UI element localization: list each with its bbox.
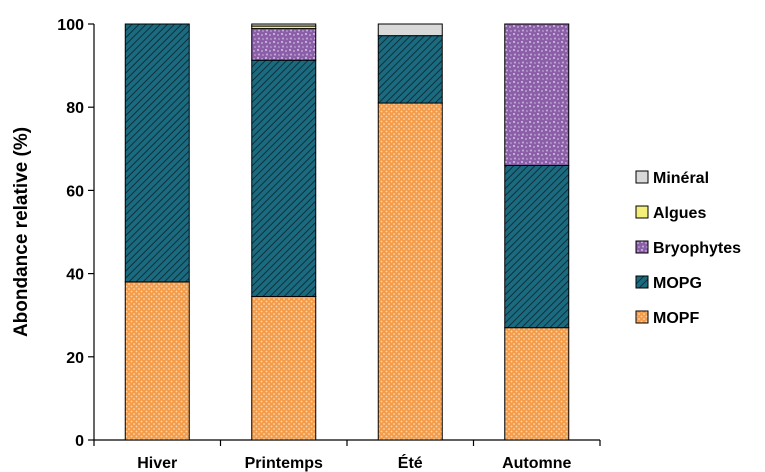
x-tick-label-automne: Automne <box>502 455 571 472</box>
y-tick-label: 20 <box>66 350 84 367</box>
bars <box>124 23 570 441</box>
legend-swatch-mopg <box>635 275 649 289</box>
y-tick-label: 60 <box>66 183 84 200</box>
bar-printemps-mopf <box>251 295 317 441</box>
legend-label-mopg: MOPG <box>653 275 702 292</box>
legend-swatch-mineral <box>635 170 649 184</box>
legend-label-bryophytes: Bryophytes <box>653 240 741 257</box>
axes: 0 20 40 60 80 100 Hiver Printemps Été Automne <box>57 17 601 472</box>
bar-automne-bryophytes <box>504 23 570 166</box>
bar-automne-mopf <box>504 327 570 441</box>
x-ticks: Hiver Printemps Été Automne <box>93 440 601 472</box>
bar-ete-mineral <box>377 23 443 37</box>
bar-printemps-mineral <box>251 23 317 27</box>
x-tick-label-hiver: Hiver <box>137 455 177 472</box>
y-tick-label: 80 <box>66 100 84 117</box>
legend-swatch-mopf <box>635 310 649 324</box>
legend-label-mopf: MOPF <box>653 310 699 327</box>
bar-hiver-mopg <box>124 23 190 283</box>
bar-ete-mopg <box>377 35 443 104</box>
x-tick-label-ete: Été <box>398 453 423 472</box>
y-ticks: 0 20 40 60 80 100 <box>57 17 94 450</box>
legend-label-mineral: Minéral <box>653 170 709 187</box>
legend: Minéral Algues Bryophytes MOPG MOPF <box>635 170 741 327</box>
y-tick-label: 100 <box>57 17 84 34</box>
y-tick-label: 0 <box>75 433 84 450</box>
y-axis-title: Abondance relative (%) <box>11 127 32 337</box>
bar-ete-mopf <box>377 102 443 441</box>
bar-printemps-bryophytes <box>251 28 317 61</box>
y-tick-label: 40 <box>66 267 84 284</box>
x-tick-label-printemps: Printemps <box>245 455 323 472</box>
bar-automne-mopg <box>504 164 570 329</box>
bar-hiver-mopf <box>124 281 190 441</box>
legend-label-algues: Algues <box>653 205 706 222</box>
bar-printemps-mopg <box>251 59 317 297</box>
legend-swatch-algues <box>635 205 649 219</box>
legend-swatch-bryophytes <box>635 240 649 254</box>
